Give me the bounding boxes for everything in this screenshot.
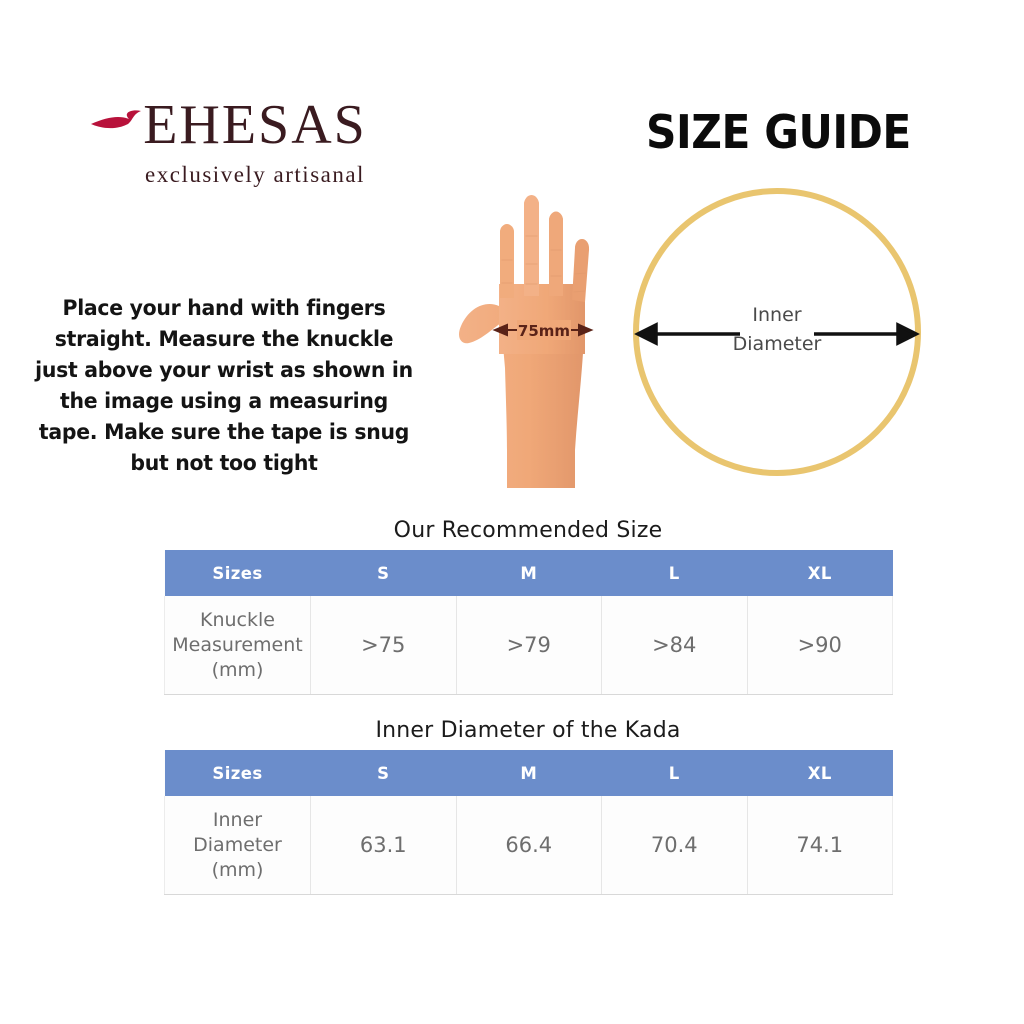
row-label-knuckle-measurement: Knuckle Measurement (mm) [164,596,311,695]
table-header-row: Sizes S M L XL [164,750,893,796]
brand-logo: EHESAS exclusively artisanal [91,94,405,188]
page-title: SIZE GUIDE [646,105,911,159]
inner-diameter-label-line2: Diameter [733,333,822,355]
column-header-xl: XL [747,750,893,796]
inner-diameter-label-line1: Inner [752,304,801,326]
kada-bangle-illustration: Inner Diameter [632,182,922,482]
column-header-m: M [456,550,602,596]
row-label-line1: Inner [212,808,263,831]
column-header-sizes: Sizes [164,550,311,596]
column-header-l: L [601,750,747,796]
table-header-row: Sizes S M L XL [164,550,893,596]
row-label-line1: Knuckle [200,608,275,631]
row-label-line3: (mm) [211,658,264,681]
inner-diameter-section: Inner Diameter of the Kada Sizes S M L X… [164,716,893,895]
inner-diameter-table: Sizes S M L XL Inner Diameter (mm) 63.1 … [164,750,893,895]
bangle-ring-shape [633,188,921,476]
column-header-l: L [601,550,747,596]
cell-knuckle-l: >84 [601,596,748,695]
recommended-size-section: Our Recommended Size Sizes S M L XL Knuc… [164,516,893,695]
recommended-size-table: Sizes S M L XL Knuckle Measurement (mm) … [164,550,893,695]
row-label-line2: Diameter [193,833,282,856]
column-header-sizes: Sizes [164,750,311,796]
table-caption: Inner Diameter of the Kada [375,718,681,743]
cell-diameter-m: 66.4 [456,796,602,895]
measuring-instructions: Place your hand with fingers straight. M… [35,296,413,476]
row-label-inner-diameter: Inner Diameter (mm) [164,796,311,895]
cell-knuckle-xl: >90 [747,596,893,695]
hand-measure-label: 75mm [518,322,570,340]
column-header-s: S [310,550,456,596]
cell-diameter-l: 70.4 [601,796,748,895]
row-label-line2: Measurement [172,633,303,656]
cell-diameter-xl: 74.1 [747,796,893,895]
brand-wordmark-text: EHESAS [143,94,367,156]
cell-knuckle-s: >75 [310,596,457,695]
cell-diameter-s: 63.1 [310,796,457,895]
table-row: Knuckle Measurement (mm) >75 >79 >84 >90 [164,596,893,695]
inner-diameter-arrow [634,322,920,346]
table-caption: Our Recommended Size [393,518,663,543]
column-header-s: S [310,750,456,796]
column-header-xl: XL [747,550,893,596]
hand-illustration: 75mm [455,188,630,488]
column-header-m: M [456,750,602,796]
table-row: Inner Diameter (mm) 63.1 66.4 70.4 74.1 [164,796,893,895]
row-label-line3: (mm) [211,858,264,881]
brand-tagline-text: exclusively artisanal [145,162,365,187]
cell-knuckle-m: >79 [456,596,602,695]
